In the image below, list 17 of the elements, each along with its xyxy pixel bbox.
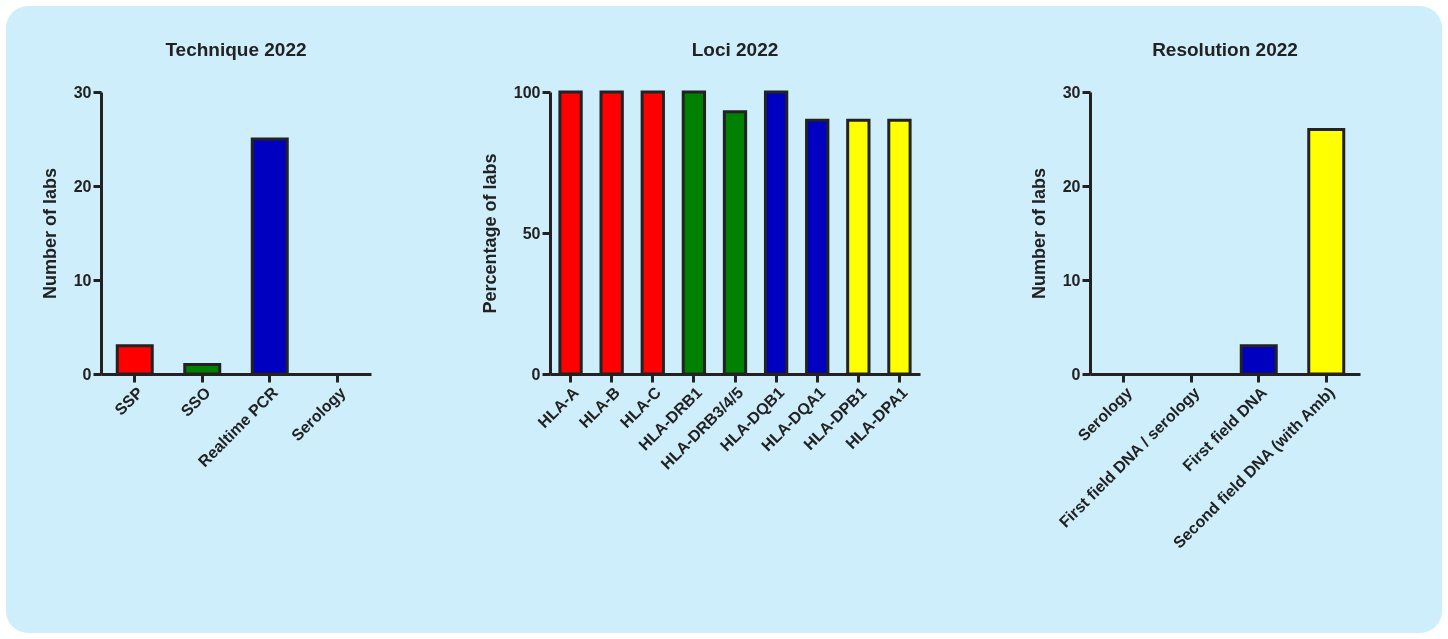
y-tick-label: 30 xyxy=(73,83,92,101)
chart-title: Resolution 2022 xyxy=(1152,39,1298,60)
y-tick-label: 0 xyxy=(1071,365,1081,383)
y-tick-label: 100 xyxy=(513,83,541,101)
y-tick-label: 0 xyxy=(531,365,541,383)
y-tick-label: 0 xyxy=(82,365,92,383)
y-tick-label: 20 xyxy=(73,177,92,195)
y-axis-title: Percentage of labs xyxy=(479,153,500,314)
chart-title: Technique 2022 xyxy=(165,39,307,60)
y-tick-label: 10 xyxy=(1062,271,1081,289)
y-tick-label: 50 xyxy=(522,224,541,242)
y-tick-label: 30 xyxy=(1062,83,1081,101)
y-axis-title: Number of labs xyxy=(1028,167,1049,300)
chart-title: Loci 2022 xyxy=(691,39,779,60)
y-tick-label: 20 xyxy=(1062,177,1081,195)
y-tick-label: 10 xyxy=(73,271,92,289)
y-axis-title: Number of labs xyxy=(39,167,60,300)
